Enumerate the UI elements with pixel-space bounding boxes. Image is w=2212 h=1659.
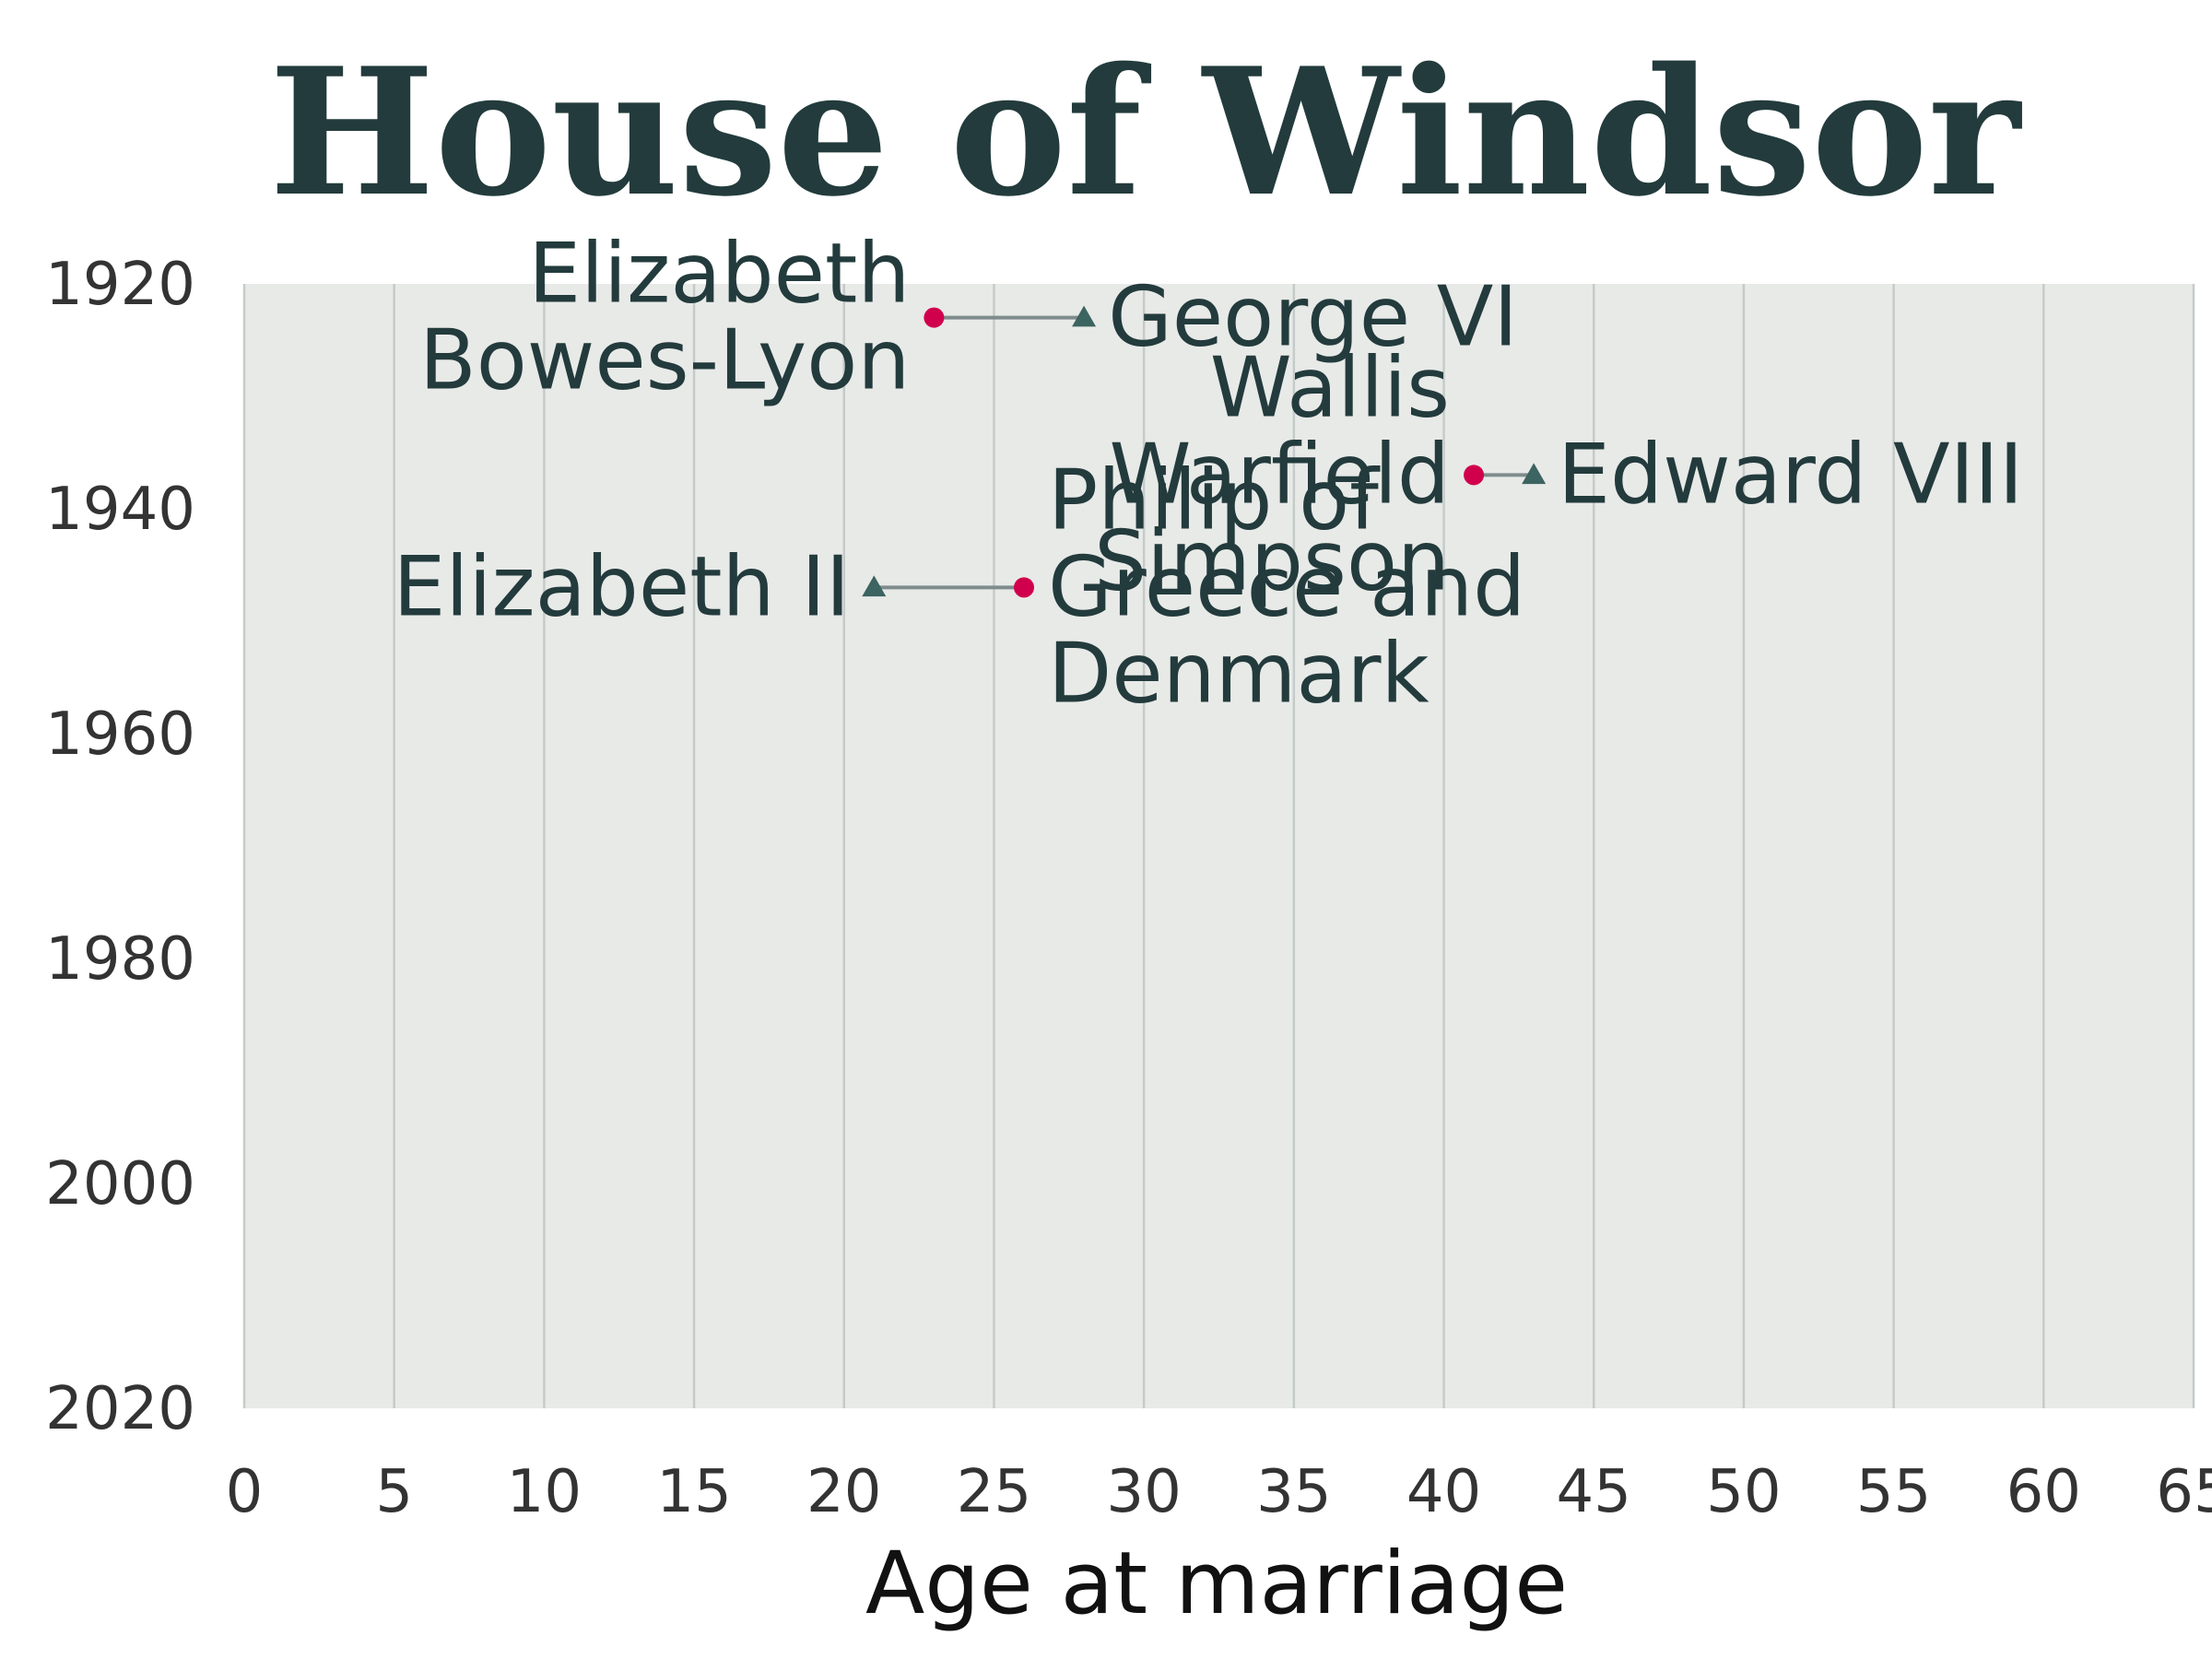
y-tick-label: 1980 — [45, 925, 195, 994]
royal-label: George VI — [1108, 269, 1518, 366]
x-tick-label: 65 — [2156, 1458, 2212, 1526]
x-tick-label: 45 — [1557, 1458, 1631, 1526]
spouse-age-dot — [1464, 465, 1485, 486]
x-tick-label: 20 — [806, 1458, 881, 1526]
x-tick-label: 25 — [957, 1458, 1031, 1526]
y-tick-label: 1960 — [45, 700, 195, 769]
plot-marks: George VI Elizabeth Bowes-Lyon Edward VIII W… — [394, 226, 2024, 723]
plot-background — [244, 284, 2194, 1408]
royal-age-triangle — [862, 575, 887, 597]
x-tick-label: 10 — [507, 1458, 582, 1526]
chart-title: House of Windsor — [269, 29, 2023, 235]
royal-age-triangle — [1072, 305, 1097, 327]
x-tick-label: 40 — [1406, 1458, 1481, 1526]
x-tick-label: 55 — [1856, 1458, 1931, 1526]
x-axis-label: Age at marriage — [865, 1534, 1568, 1634]
spouse-label: Elizabeth Bowes-Lyon — [419, 226, 910, 409]
royal-label: Elizabeth II — [394, 538, 851, 635]
royal-label: Edward VIII — [1558, 426, 2023, 523]
spouse-label: Wallis Warfield Simpson — [1094, 339, 1450, 609]
spouse-age-dot — [1014, 577, 1034, 598]
x-tick-label: 0 — [226, 1458, 264, 1526]
marriage-pair: Elizabeth II Philip of Greece and Denmark — [394, 452, 1526, 722]
y-tick-label: 2020 — [45, 1375, 195, 1443]
marriage-pair: Edward VIII Wallis Warfield Simpson — [1094, 339, 2023, 609]
x-tick-label: 30 — [1106, 1458, 1181, 1526]
marriage-pair: George VI Elizabeth Bowes-Lyon — [419, 226, 1518, 409]
x-tick-label: 15 — [656, 1458, 731, 1526]
x-tick-label: 50 — [1706, 1458, 1781, 1526]
royal-age-triangle — [1522, 463, 1547, 485]
x-tick-label: 5 — [375, 1458, 413, 1526]
y-tick-label: 2000 — [45, 1150, 195, 1218]
x-tick-label: 35 — [1256, 1458, 1331, 1526]
spouse-label: Philip of Greece and Denmark — [1048, 452, 1525, 722]
y-tick-label: 1940 — [45, 476, 195, 544]
x-axis: 0 5 10 15 20 25 30 35 40 45 50 55 60 65 — [226, 1458, 2212, 1526]
y-tick-label: 1920 — [45, 251, 195, 319]
x-tick-label: 60 — [2006, 1458, 2081, 1526]
gridlines — [242, 284, 2195, 1408]
spouse-age-dot — [924, 307, 945, 328]
y-axis: 1920 1940 1960 1980 2000 2020 — [45, 251, 195, 1443]
